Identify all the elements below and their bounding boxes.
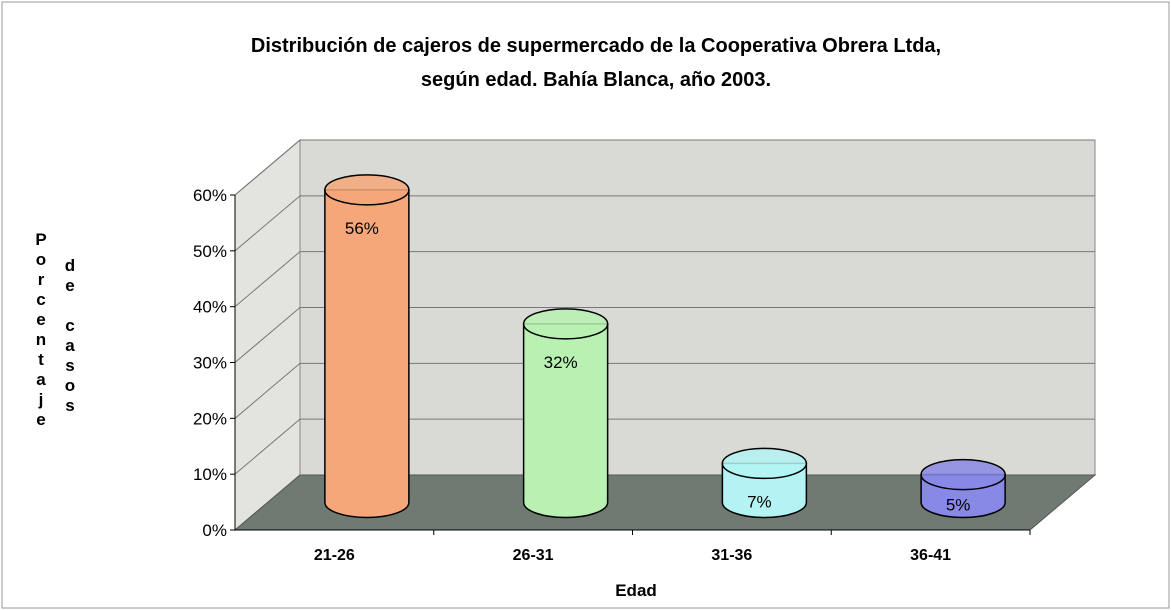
chart-title: según edad. Bahía Blanca, año 2003. xyxy=(421,69,771,91)
grid-line xyxy=(234,139,301,196)
grid-line xyxy=(234,251,301,308)
x-tick-label: 31-36 xyxy=(711,547,752,564)
data-label: 5% xyxy=(946,496,971,515)
grid-line xyxy=(234,307,301,363)
bar xyxy=(721,447,808,519)
bar xyxy=(920,458,1006,519)
y-tick-label: 20% xyxy=(193,409,227,428)
x-axis-label: Edad xyxy=(615,581,657,600)
y-tick-label: 40% xyxy=(193,298,227,317)
y-axis-label: de casos xyxy=(61,256,80,416)
grid-line xyxy=(234,418,301,475)
bar-top xyxy=(324,174,410,206)
y-tick-label: 10% xyxy=(193,465,227,484)
data-label: 7% xyxy=(747,492,772,511)
bar xyxy=(522,308,609,519)
grid-line xyxy=(234,195,301,252)
y-tick-label: 30% xyxy=(193,354,227,373)
grid-line xyxy=(234,362,301,419)
data-label: 56% xyxy=(345,219,379,238)
y-axis-label: Porcentaje xyxy=(32,230,51,430)
bar-body xyxy=(324,189,410,519)
bar xyxy=(324,174,410,519)
x-tick-label: 36-41 xyxy=(910,547,951,564)
data-label: 32% xyxy=(544,353,578,372)
x-tick-label: 21-26 xyxy=(314,547,355,564)
bar-top xyxy=(522,308,609,340)
y-tick-label: 0% xyxy=(202,521,227,540)
bar-body xyxy=(522,323,609,519)
y-tick-label: 60% xyxy=(193,186,227,205)
y-tick-label: 50% xyxy=(193,242,227,261)
bar-top xyxy=(721,447,808,480)
chart-title: Distribución de cajeros de supermercado … xyxy=(251,35,941,57)
x-tick-label: 26-31 xyxy=(513,547,554,564)
bar-top xyxy=(920,458,1006,491)
